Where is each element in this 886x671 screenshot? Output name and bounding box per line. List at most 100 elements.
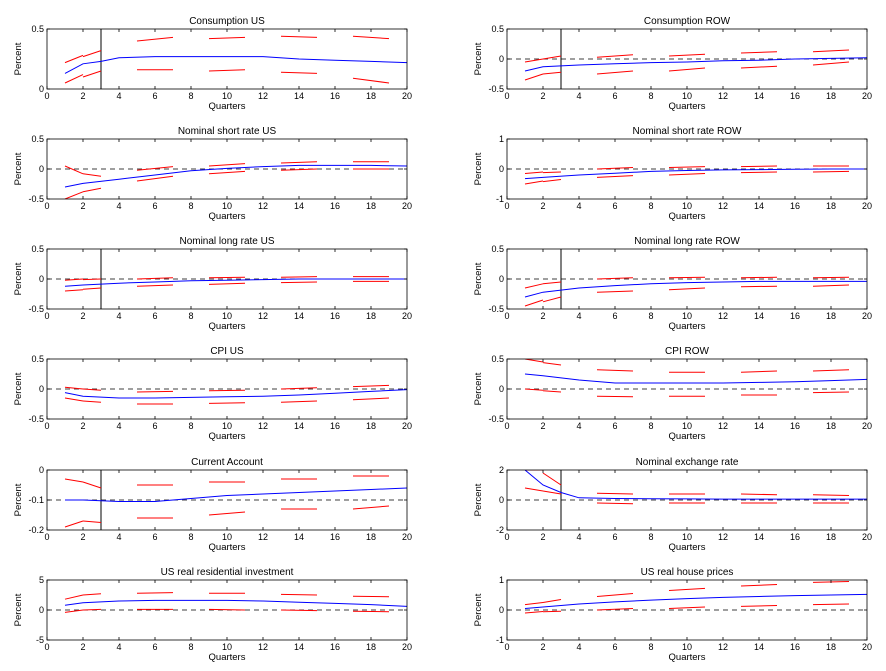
x-tick-label: 14 — [294, 91, 304, 101]
band-upper-segment — [64, 165, 84, 175]
x-tick-label: 0 — [504, 421, 509, 431]
band-upper-segment — [64, 278, 84, 281]
x-tick-label: 12 — [718, 91, 728, 101]
x-tick-label: 18 — [826, 201, 836, 211]
band-lower-segment — [280, 281, 318, 284]
band-lower-segment — [812, 284, 850, 287]
x-tick-label: 16 — [330, 642, 340, 652]
x-tick-label: 18 — [366, 311, 376, 321]
x-tick-label: 2 — [540, 311, 545, 321]
band-upper-segment — [208, 163, 246, 167]
y-tick-label: -5 — [36, 635, 44, 645]
x-tick-label: 6 — [152, 642, 157, 652]
band-lower-segment — [64, 191, 84, 199]
x-tick-label: 18 — [826, 642, 836, 652]
band-upper-segment — [82, 173, 102, 177]
band-lower-segment — [740, 65, 778, 69]
band-lower-segment — [668, 67, 706, 72]
y-tick-label: 0 — [499, 495, 504, 505]
band-lower-segment — [352, 505, 390, 510]
band-lower-segment — [596, 608, 634, 611]
band-lower-segment — [352, 397, 390, 401]
band-lower-segment — [740, 171, 778, 174]
x-tick-label: 6 — [612, 532, 617, 542]
impulse-response-line — [65, 487, 407, 502]
band-lower-segment — [82, 608, 102, 611]
band-lower-segment — [524, 180, 544, 185]
x-tick-label: 0 — [44, 421, 49, 431]
x-tick-label: 0 — [44, 311, 49, 321]
y-tick-label: -2 — [496, 525, 504, 535]
subplot-5: Nominal long rate US 0 2 4 6 8 10 12 14 16 18 20 -0.… — [13, 236, 412, 332]
band-upper-segment — [542, 599, 562, 603]
x-tick-label: 0 — [504, 91, 509, 101]
subplot-title: US real house prices — [641, 567, 734, 578]
band-lower-segment — [524, 611, 544, 614]
y-tick-label: 0.5 — [31, 244, 44, 254]
band-lower-segment — [596, 502, 634, 505]
x-tick-label: 10 — [682, 642, 692, 652]
band-lower-segment — [668, 287, 706, 291]
band-upper-segment — [740, 370, 778, 373]
x-tick-label: 4 — [576, 642, 581, 652]
band-upper-segment — [668, 276, 706, 279]
x-tick-label: 8 — [188, 642, 193, 652]
x-tick-label: 16 — [330, 311, 340, 321]
band-lower-segment — [812, 603, 850, 606]
y-axis-label: Percent — [473, 42, 484, 75]
x-tick-label: 4 — [576, 201, 581, 211]
x-tick-label: 16 — [790, 532, 800, 542]
x-axis-label: Quarters — [669, 431, 706, 442]
x-tick-label: 2 — [80, 642, 85, 652]
x-tick-label: 18 — [366, 91, 376, 101]
band-upper-segment — [542, 362, 562, 366]
y-tick-label: 0.5 — [491, 244, 504, 254]
band-upper-segment — [668, 587, 706, 591]
y-axis-label: Percent — [13, 262, 24, 295]
band-upper-segment — [136, 277, 174, 280]
y-axis-label: Percent — [473, 262, 484, 295]
impulse-response-line — [64, 56, 407, 74]
y-tick-label: 0.5 — [491, 24, 504, 34]
x-axis-label: Quarters — [669, 321, 706, 332]
band-lower-segment — [542, 71, 562, 75]
band-lower-segment — [208, 608, 246, 611]
band-upper-segment — [352, 384, 390, 388]
y-tick-label: -0.5 — [28, 414, 44, 424]
x-tick-label: 14 — [754, 642, 764, 652]
impulse-response-line — [64, 389, 407, 399]
band-lower-segment — [82, 287, 102, 290]
band-lower-segment — [82, 400, 102, 403]
x-axis-label: Quarters — [209, 211, 246, 222]
x-tick-label: 14 — [754, 532, 764, 542]
x-tick-label: 18 — [366, 642, 376, 652]
band-lower-segment — [136, 175, 174, 182]
band-lower-segment — [524, 299, 544, 307]
x-tick-label: 16 — [790, 311, 800, 321]
x-tick-label: 6 — [152, 91, 157, 101]
band-lower-segment — [64, 397, 84, 402]
band-lower-segment — [524, 388, 544, 391]
band-lower-segment — [64, 74, 84, 84]
x-tick-label: 6 — [152, 311, 157, 321]
y-tick-label: 0 — [499, 605, 504, 615]
band-upper-segment — [740, 51, 778, 54]
band-upper-segment — [740, 276, 778, 279]
x-tick-label: 10 — [222, 311, 232, 321]
x-tick-label: 18 — [366, 532, 376, 542]
y-tick-label: 0 — [499, 274, 504, 284]
x-axis-label: Quarters — [209, 652, 246, 663]
band-upper-segment — [812, 49, 850, 53]
x-tick-label: 4 — [116, 532, 121, 542]
y-tick-label: 0.5 — [31, 354, 44, 364]
x-tick-label: 20 — [862, 201, 872, 211]
band-upper-segment — [740, 584, 778, 587]
x-tick-label: 4 — [576, 311, 581, 321]
x-tick-label: 14 — [754, 421, 764, 431]
subplot-title: CPI US — [210, 346, 244, 357]
y-axis-label: Percent — [13, 593, 24, 626]
band-upper-segment — [208, 389, 246, 392]
x-tick-label: 0 — [504, 311, 509, 321]
